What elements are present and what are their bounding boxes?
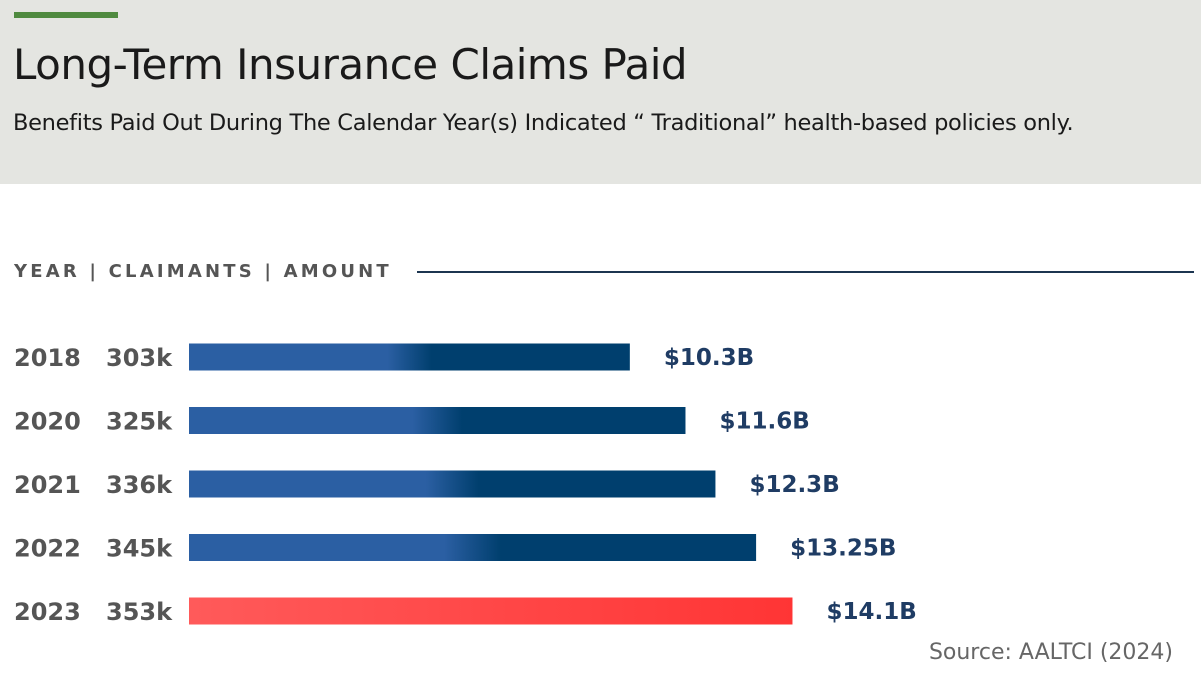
year-label: 2021 [14,471,81,499]
column-header: YEAR | CLAIMANTS | AMOUNT [14,261,392,282]
source-note: Source: AALTCI (2024) [928,640,1173,665]
header-rule [417,271,1194,273]
claimants-label: 345k [106,535,173,563]
highlight-bar [189,597,793,625]
year-label: 2018 [14,344,81,372]
value-label: $14.1B [826,599,916,625]
claimants-label: 303k [106,344,173,372]
bar [189,470,716,498]
value-label: $10.3B [664,345,754,371]
claimants-label: 325k [106,408,173,436]
value-label: $11.6B [719,409,809,435]
year-label: 2022 [14,535,81,563]
claimants-label: 336k [106,471,173,499]
value-label: $12.3B [749,472,839,498]
bar [189,407,686,434]
year-label: 2023 [14,598,81,626]
value-label: $13.25B [790,536,896,562]
bar [189,534,757,561]
page-title: Long-Term Insurance Claims Paid [13,40,688,89]
page-subtitle: Benefits Paid Out During The Calendar Ye… [13,110,1074,136]
bar [189,343,630,371]
claimants-label: 353k [106,598,173,626]
accent-bar [14,12,118,18]
year-label: 2020 [14,408,81,436]
header-panel: Long-Term Insurance Claims Paid Benefits… [0,0,1201,184]
